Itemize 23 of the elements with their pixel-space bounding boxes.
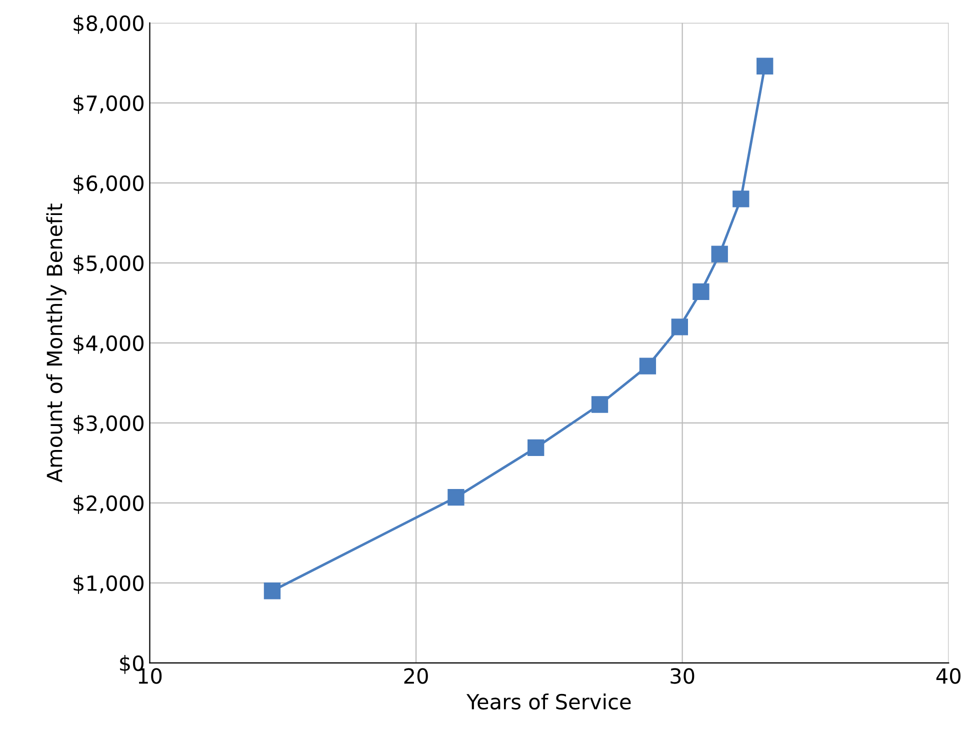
y-axis-title: Amount of Monthly Benefit xyxy=(46,204,66,483)
point xyxy=(639,358,656,374)
y-tick-label: $7,000 xyxy=(74,94,144,114)
point xyxy=(448,488,464,506)
y-tick-label: $3,000 xyxy=(74,414,144,434)
point xyxy=(671,318,688,336)
x-tick-label: 40 xyxy=(936,668,960,684)
y-tick-label: $5,000 xyxy=(74,254,144,274)
x-tick-label: 30 xyxy=(670,668,694,684)
point xyxy=(756,58,774,74)
point xyxy=(692,283,710,300)
y-tick-label: $6,000 xyxy=(74,174,144,194)
point xyxy=(711,246,728,262)
point xyxy=(732,190,750,208)
point xyxy=(264,582,281,600)
y-tick-label: $4,000 xyxy=(74,334,144,354)
y-tick-label: $2,000 xyxy=(74,494,144,514)
x-axis-title: Years of Service xyxy=(466,693,631,710)
y-tick-label: $8,000 xyxy=(74,14,144,34)
y-tick-label: $1,000 xyxy=(74,574,144,594)
x-tick-label: 20 xyxy=(404,668,428,684)
point xyxy=(591,396,608,413)
point xyxy=(528,439,544,456)
